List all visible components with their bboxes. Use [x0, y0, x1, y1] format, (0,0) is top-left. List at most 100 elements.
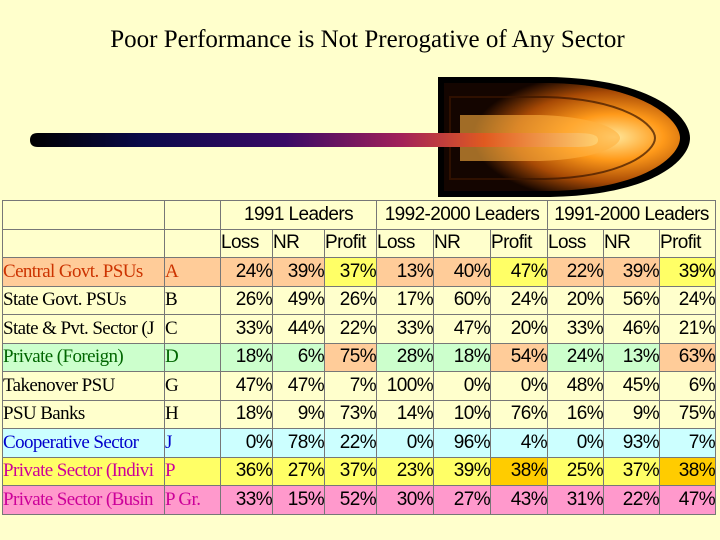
value-cell: 33%	[220, 314, 273, 344]
value-cell: 0%	[490, 371, 548, 401]
value-cell: 20%	[547, 285, 604, 315]
value-cell: 37%	[324, 257, 377, 287]
value-cell: 75%	[659, 399, 716, 429]
column-header: Profit	[490, 228, 548, 258]
value-cell: 4%	[490, 428, 548, 458]
bullet-graphic	[30, 77, 690, 197]
value-cell: 21%	[659, 314, 716, 344]
value-cell: 26%	[220, 285, 273, 315]
blank-cell	[164, 228, 221, 258]
value-cell: 78%	[272, 428, 325, 458]
bullet-bar	[30, 133, 598, 147]
table-row: Private Sector (Indivi P 36% 27% 37% 23% 39% 38…	[2, 456, 716, 486]
value-cell: 47%	[659, 485, 716, 515]
value-cell: 38%	[659, 456, 716, 486]
table-row: PSU Banks H 18% 9% 73% 14% 10% 76% 16% 9% 75%	[2, 399, 716, 429]
blank-cell	[2, 200, 165, 230]
value-cell: 0%	[220, 428, 273, 458]
value-cell: 28%	[376, 342, 434, 372]
value-cell: 33%	[547, 314, 604, 344]
column-header: NR	[433, 228, 491, 258]
value-cell: 14%	[376, 399, 434, 429]
sector-code: C	[164, 314, 221, 344]
value-cell: 0%	[433, 371, 491, 401]
value-cell: 13%	[603, 342, 660, 372]
sector-name: Private (Foreign)	[2, 342, 165, 372]
value-cell: 16%	[547, 399, 604, 429]
column-header: NR	[272, 228, 325, 258]
table-row: State Govt. PSUs B 26% 49% 26% 17% 60% 24% 20% 56…	[2, 285, 716, 315]
value-cell: 39%	[603, 257, 660, 287]
group-header: 1992-2000 Leaders	[376, 200, 548, 230]
value-cell: 73%	[324, 399, 377, 429]
value-cell: 39%	[272, 257, 325, 287]
value-cell: 27%	[433, 485, 491, 515]
blank-cell	[164, 200, 221, 230]
column-header: Profit	[324, 228, 377, 258]
column-header: Profit	[659, 228, 716, 258]
value-cell: 76%	[490, 399, 548, 429]
value-cell: 24%	[547, 342, 604, 372]
value-cell: 25%	[547, 456, 604, 486]
value-cell: 7%	[659, 428, 716, 458]
value-cell: 38%	[490, 456, 548, 486]
value-cell: 6%	[272, 342, 325, 372]
value-cell: 45%	[603, 371, 660, 401]
value-cell: 47%	[433, 314, 491, 344]
value-cell: 17%	[376, 285, 434, 315]
value-cell: 56%	[603, 285, 660, 315]
value-cell: 44%	[272, 314, 325, 344]
value-cell: 33%	[220, 485, 273, 515]
sector-code: J	[164, 428, 221, 458]
value-cell: 54%	[490, 342, 548, 372]
sector-name: Takenover PSU	[2, 371, 165, 401]
sector-name: PSU Banks	[2, 399, 165, 429]
value-cell: 39%	[659, 257, 716, 287]
value-cell: 31%	[547, 485, 604, 515]
value-cell: 20%	[490, 314, 548, 344]
value-cell: 22%	[324, 428, 377, 458]
value-cell: 47%	[490, 257, 548, 287]
sector-name: State Govt. PSUs	[2, 285, 165, 315]
sector-name: Private Sector (Indivi	[2, 456, 165, 486]
sector-code: A	[164, 257, 221, 287]
sector-code: B	[164, 285, 221, 315]
value-cell: 27%	[272, 456, 325, 486]
value-cell: 96%	[433, 428, 491, 458]
sector-code: D	[164, 342, 221, 372]
value-cell: 93%	[603, 428, 660, 458]
value-cell: 26%	[324, 285, 377, 315]
column-header: Loss	[376, 228, 434, 258]
value-cell: 43%	[490, 485, 548, 515]
value-cell: 33%	[376, 314, 434, 344]
value-cell: 24%	[220, 257, 273, 287]
value-cell: 46%	[603, 314, 660, 344]
value-cell: 24%	[659, 285, 716, 315]
value-cell: 63%	[659, 342, 716, 372]
table-row: Takenover PSU G 47% 47% 7% 100% 0% 0% 48% 45% 6%	[2, 371, 716, 401]
value-cell: 18%	[220, 342, 273, 372]
value-cell: 7%	[324, 371, 377, 401]
value-cell: 100%	[376, 371, 434, 401]
value-cell: 24%	[490, 285, 548, 315]
table-row: Central Govt. PSUs A 24% 39% 37% 13% 40% 47% 22%…	[2, 257, 716, 287]
value-cell: 0%	[547, 428, 604, 458]
group-header: 1991-2000 Leaders	[547, 200, 716, 230]
value-cell: 22%	[603, 485, 660, 515]
table-row: State & Pvt. Sector (J C 33% 44% 22% 33% 47% 20…	[2, 314, 716, 344]
slide-title: Poor Performance is Not Prerogative of A…	[110, 26, 625, 53]
table-row: Private Sector (Busin P Gr. 33% 15% 52% 30% 27…	[2, 485, 716, 515]
sector-code: G	[164, 371, 221, 401]
value-cell: 39%	[433, 456, 491, 486]
sector-name: Private Sector (Busin	[2, 485, 165, 515]
value-cell: 18%	[220, 399, 273, 429]
value-cell: 9%	[272, 399, 325, 429]
column-header: NR	[603, 228, 660, 258]
sector-name: State & Pvt. Sector (J	[2, 314, 165, 344]
value-cell: 75%	[324, 342, 377, 372]
value-cell: 47%	[272, 371, 325, 401]
column-header: Loss	[220, 228, 273, 258]
sector-code: H	[164, 399, 221, 429]
table-row: Cooperative Sector J 0% 78% 22% 0% 96% 4% 0% 93% 7…	[2, 428, 716, 458]
table-row: Private (Foreign) D 18% 6% 75% 28% 18% 54% 24% 13…	[2, 342, 716, 372]
